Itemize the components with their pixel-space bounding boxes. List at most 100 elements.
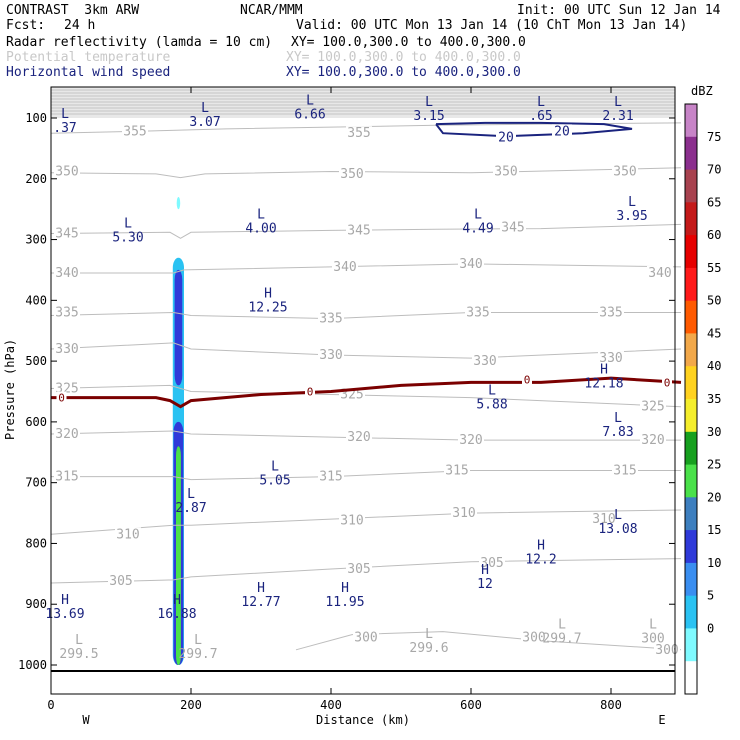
- wind-extremum-value-18: 12: [477, 577, 493, 592]
- theta-345-label-2: 345: [501, 220, 524, 235]
- colorbar-swatch-16: [685, 628, 697, 662]
- theta-label-bg: [339, 166, 365, 179]
- theta-label-bg: [598, 305, 624, 318]
- colorbar-swatch-4: [685, 235, 697, 269]
- colorbar-level-25: 25: [707, 458, 721, 472]
- x-tick-label-600: 600: [460, 698, 482, 712]
- reflectivity-cell-3: [176, 446, 181, 665]
- theta-340-label-0: 340: [55, 266, 78, 281]
- colorbar-swatch-6: [685, 300, 697, 334]
- theta-label-bg: [647, 265, 673, 278]
- wind-extremum-symbol-19: H: [61, 593, 69, 608]
- wind-extremum-value-15: 2.87: [175, 501, 206, 516]
- wind-extremum-symbol-9: L: [628, 195, 636, 210]
- field-theta-xy: XY= 100.0,300.0 to 400.0,300.0: [286, 50, 521, 65]
- colorbar-swatch-7: [685, 333, 697, 367]
- theta-extremum-symbol-4: L: [649, 618, 657, 633]
- theta-label-bg: [318, 311, 344, 324]
- colorbar-level-75: 75: [707, 130, 721, 144]
- theta-305-label-0: 305: [109, 574, 132, 589]
- theta-335-label-2: 335: [466, 305, 489, 320]
- wind-extremum-symbol-1: L: [201, 101, 209, 116]
- extrema-labels: L.37L3.07L6.66L3.15L.65L2.31L5.30L4.00L4…: [45, 94, 647, 623]
- wind-extremum-symbol-16: L: [614, 508, 622, 523]
- wind-extremum-value-2: 6.66: [294, 108, 325, 123]
- theta-300-label-1: 300: [522, 631, 545, 646]
- theta-350-line: [50, 167, 682, 179]
- theta-300-line: [295, 631, 682, 651]
- wind-extremum-value-10: 12.25: [248, 300, 287, 315]
- wind-contours: 20 20: [435, 121, 633, 145]
- colorbar-swatch-9: [685, 399, 697, 433]
- wind-extremum-value-11: 12.18: [584, 376, 623, 391]
- colorbar-swatch-10: [685, 431, 697, 466]
- theta-label-bg: [493, 164, 519, 177]
- theta-label-bg: [612, 164, 638, 177]
- theta-350-label-0: 350: [55, 164, 78, 179]
- reflectivity-cell-1: [174, 269, 183, 386]
- theta-label-bg: [640, 399, 666, 412]
- theta-contours: 355 355 350 350 350 350 345 345 345 340 340 340 340 3…: [50, 122, 682, 662]
- theta-label-bg: [332, 259, 358, 272]
- theta-label-bg: [108, 574, 134, 587]
- wind-extremum-value-20: 16.88: [157, 607, 196, 622]
- wind-extremum-value-5: 2.31: [602, 109, 633, 124]
- theta-label-bg: [458, 433, 484, 446]
- wind-20-contour: [435, 121, 633, 138]
- theta-label-bg: [479, 555, 505, 568]
- experiment-title: CONTRAST 3km ARW: [6, 3, 140, 18]
- colorbar-swatch-15: [685, 595, 697, 629]
- theta-label-bg: [122, 124, 148, 137]
- theta-label-bg: [346, 126, 372, 139]
- colorbar-frame: [684, 103, 698, 695]
- field-reflectivity-xy: XY= 100.0,300.0 to 400.0,300.0: [291, 35, 526, 50]
- theta-310-label-3: 310: [592, 512, 615, 527]
- colorbar-level-15: 15: [707, 523, 721, 537]
- theta-label-bg: [346, 430, 372, 443]
- colorbar-level-20: 20: [707, 490, 721, 504]
- theta-label-bg: [346, 561, 372, 574]
- colorbar-swatch-12: [685, 497, 697, 531]
- theta-320-label-2: 320: [459, 433, 482, 448]
- freezing-level-line: [51, 376, 682, 409]
- theta-label-bg: [640, 433, 666, 446]
- forecast-label: Fcst:: [6, 18, 46, 33]
- theta-350-label-1: 350: [340, 167, 363, 182]
- colorbar-swatch-3: [685, 202, 697, 236]
- wind-extremum-symbol-5: L: [614, 95, 622, 110]
- wind-extremum-value-1: 3.07: [189, 115, 220, 130]
- theta-340-line: [51, 263, 682, 274]
- theta-label-bg: [458, 256, 484, 269]
- theta-label-bg: [353, 630, 379, 643]
- field-theta: Potential temperature: [6, 50, 171, 65]
- theta-340-label-2: 340: [459, 257, 482, 272]
- theta-335-label-0: 335: [55, 305, 78, 320]
- theta-315-label-3: 315: [613, 464, 636, 479]
- wind-extremum-symbol-22: H: [341, 581, 349, 596]
- theta-345-label-0: 345: [55, 226, 78, 241]
- theta-335-label-3: 335: [599, 305, 622, 320]
- colorbar-level-0: 0: [707, 621, 714, 635]
- wind-extremum-symbol-10: H: [264, 286, 272, 301]
- colorbar-swatch-17: [685, 661, 697, 695]
- theta-label-bg: [54, 265, 80, 278]
- theta-extremum-symbol-2: L: [425, 627, 433, 642]
- theta-label-bg: [598, 351, 624, 364]
- theta-extremum-symbol-3: L: [558, 618, 566, 633]
- wind-extremum-symbol-12: L: [488, 384, 496, 399]
- colorbar-level-50: 50: [707, 294, 721, 308]
- theta-label-bg: [444, 463, 470, 476]
- wind-extremum-symbol-3: L: [425, 95, 433, 110]
- wind-extremum-value-13: 7.83: [602, 425, 633, 440]
- theta-label-bg: [54, 381, 80, 394]
- theta-label-bg: [472, 354, 498, 367]
- theta-label-bg: [521, 630, 547, 643]
- colorbar-swatch-1: [685, 136, 697, 171]
- theta-340-label-1: 340: [333, 260, 356, 275]
- theta-310-line: [50, 509, 682, 535]
- y-tick-label-100: 100: [25, 111, 47, 125]
- theta-320-label-3: 320: [641, 433, 664, 448]
- theta-325-label-2: 325: [641, 400, 664, 415]
